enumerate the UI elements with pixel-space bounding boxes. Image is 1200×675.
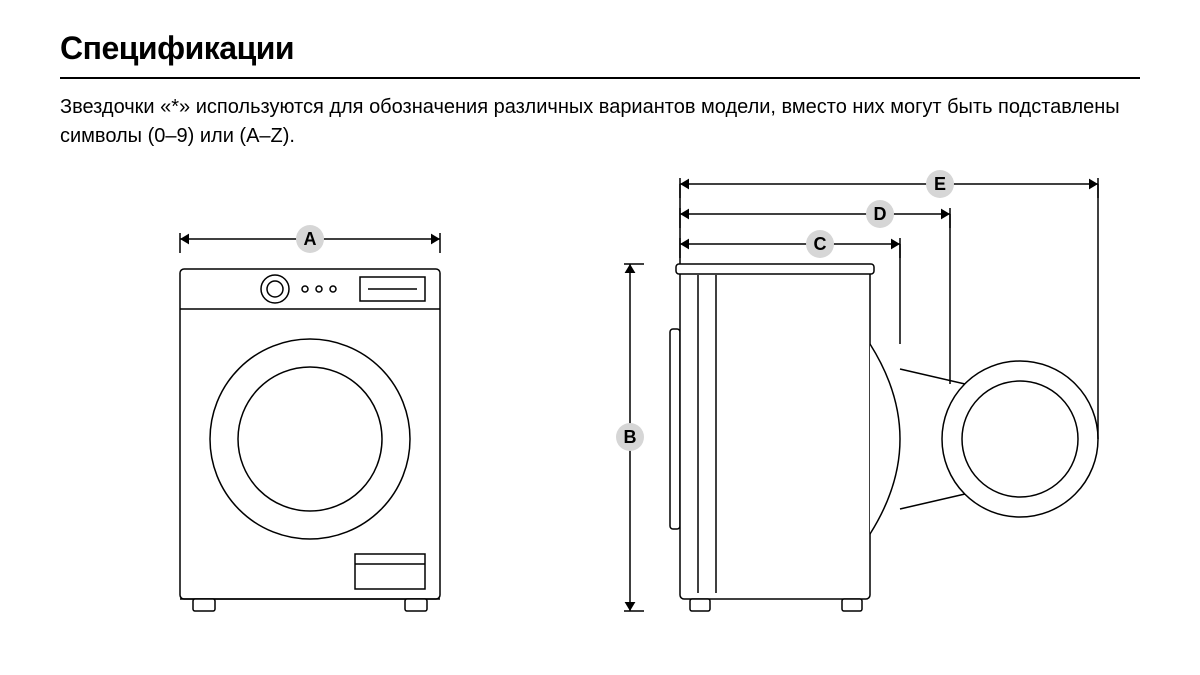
svg-text:A: A xyxy=(304,229,317,249)
svg-text:B: B xyxy=(624,427,637,447)
diagram-container: A B C D E xyxy=(60,169,1140,649)
svg-text:E: E xyxy=(934,174,946,194)
title-rule xyxy=(60,77,1140,79)
page-title: Спецификации xyxy=(60,30,1140,67)
description-text: Звездочки «*» используются для обозначен… xyxy=(60,93,1140,151)
svg-text:C: C xyxy=(814,234,827,254)
svg-text:D: D xyxy=(874,204,887,224)
dimension-diagram: A B C D E xyxy=(60,169,1140,629)
